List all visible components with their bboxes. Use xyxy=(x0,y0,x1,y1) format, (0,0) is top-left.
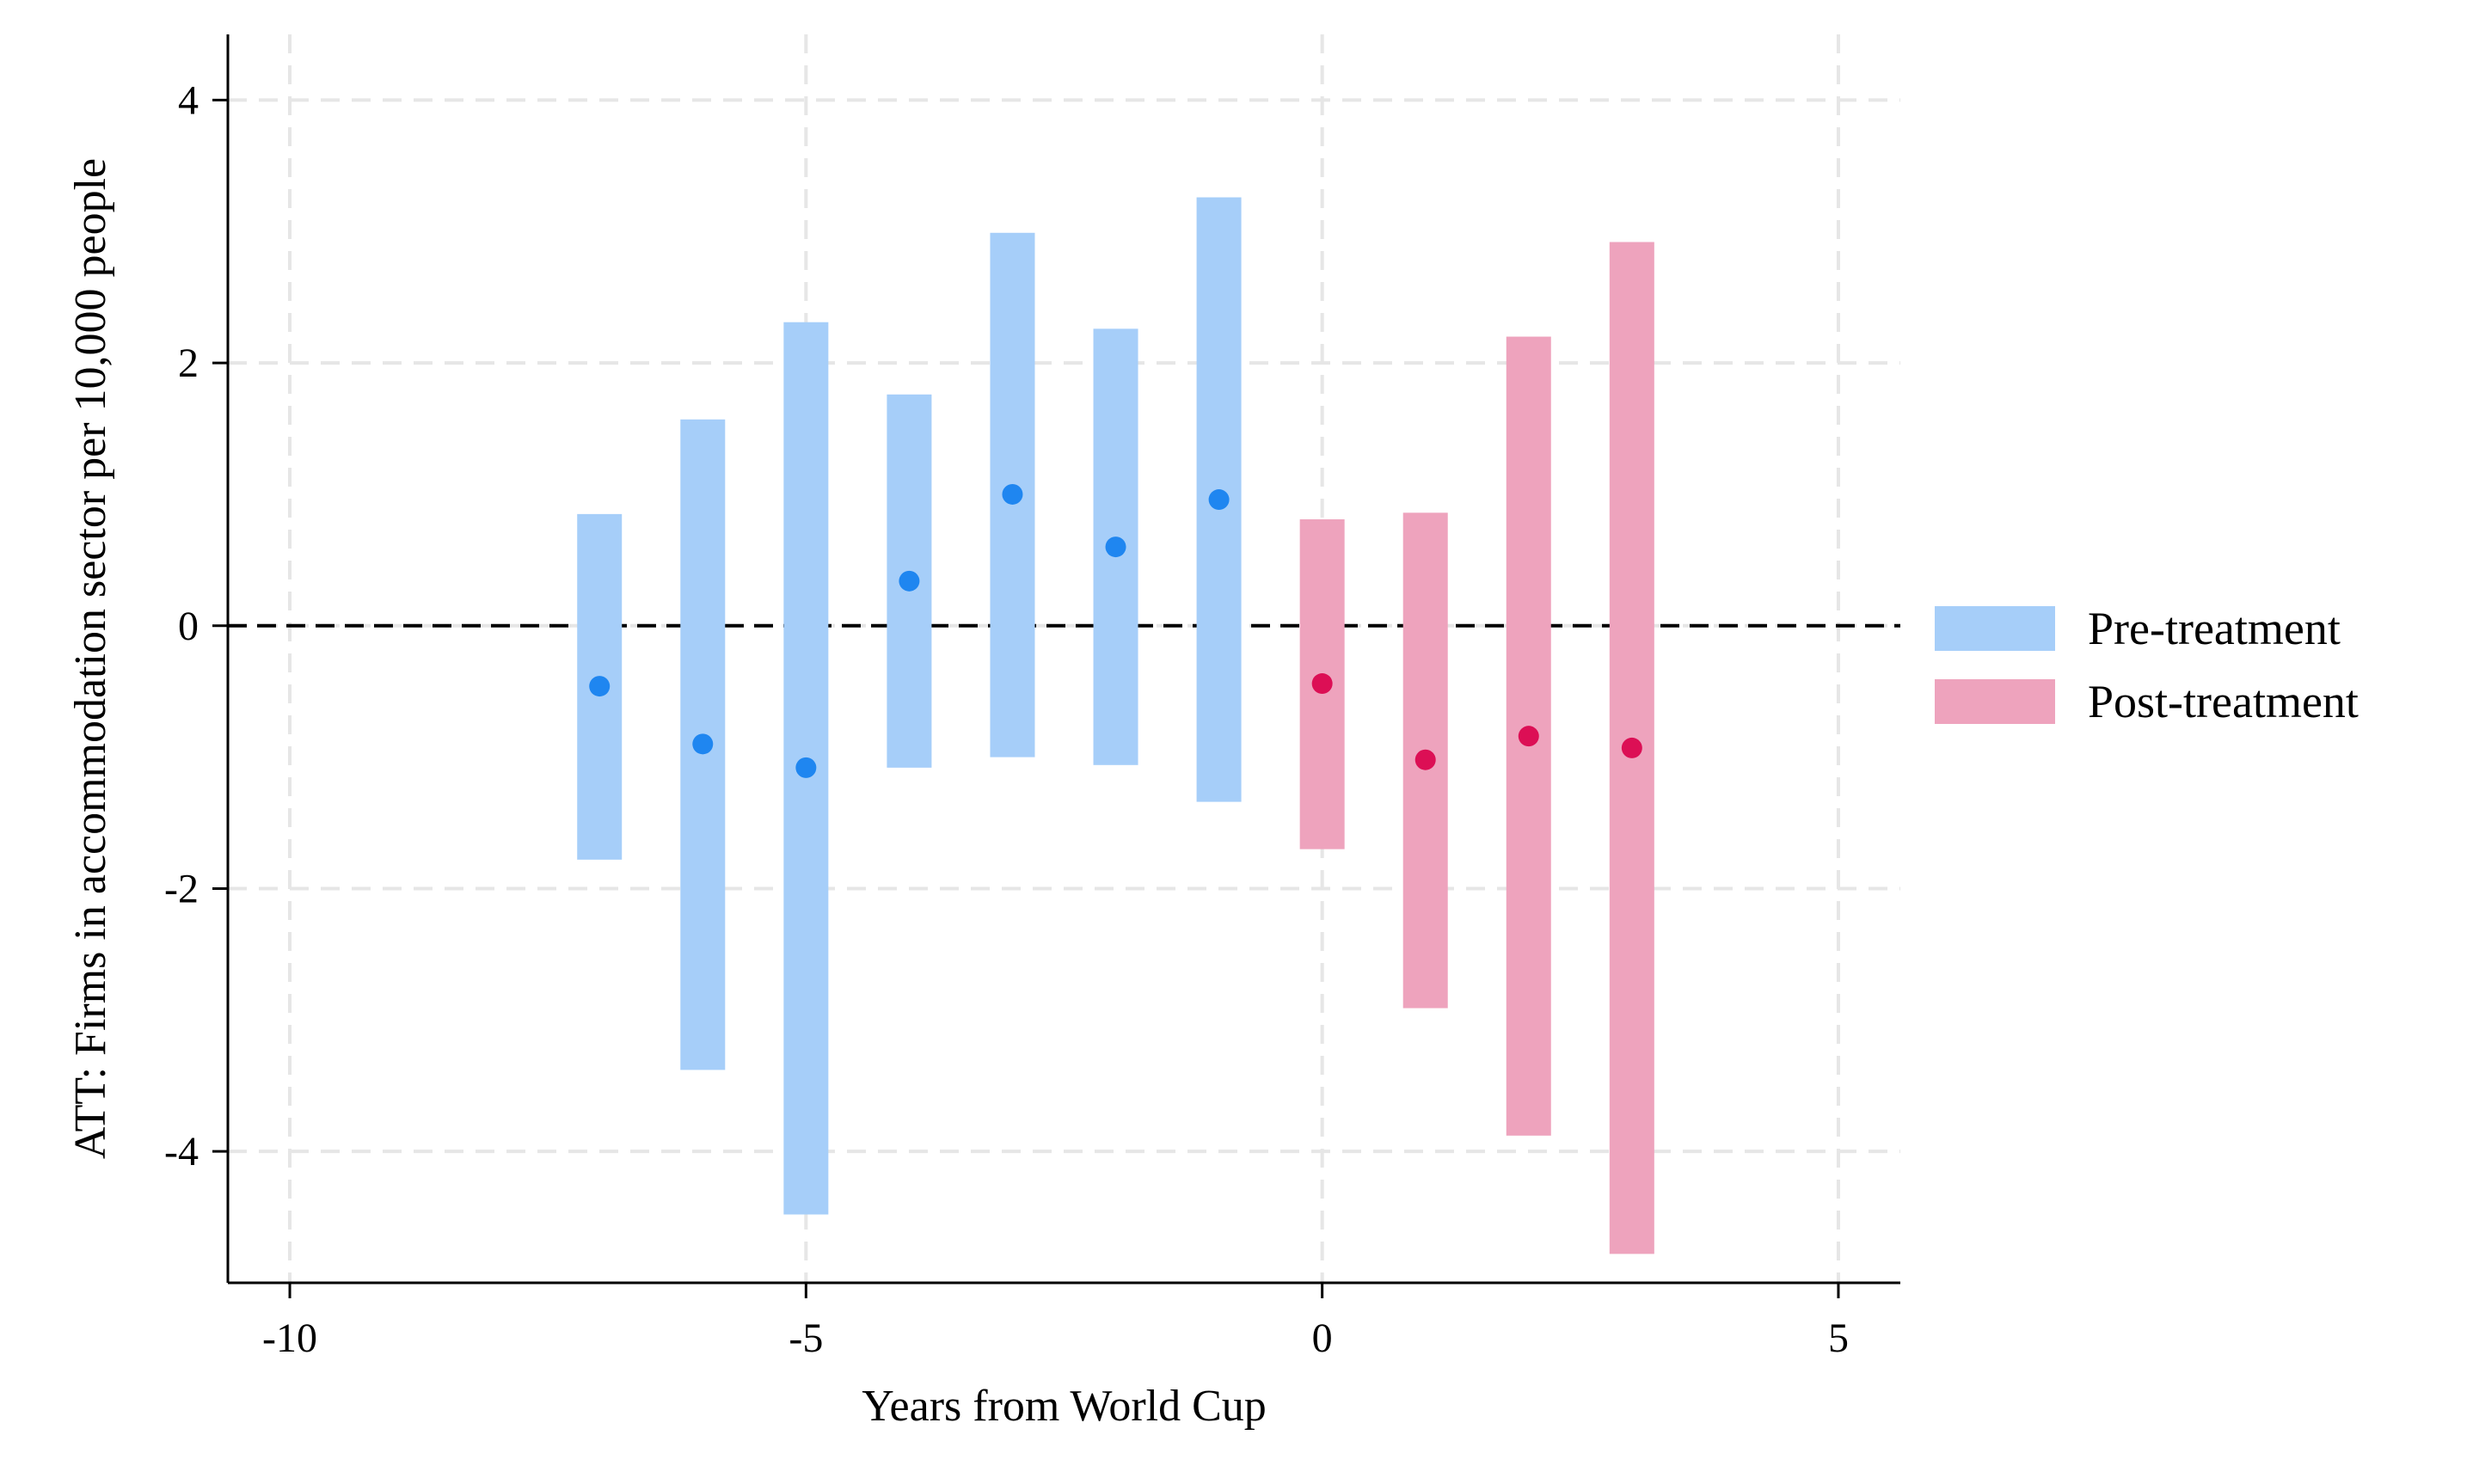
y-tick-label: 0 xyxy=(178,604,199,649)
y-tick-label: -4 xyxy=(164,1129,199,1174)
confidence-interval-bars xyxy=(577,197,1654,1254)
y-tick-label: 2 xyxy=(178,340,199,386)
x-tick-label: -5 xyxy=(789,1315,823,1361)
y-tick-label: 4 xyxy=(178,77,199,123)
point-estimate-pre-1 xyxy=(692,733,714,755)
x-tick-label: 0 xyxy=(1312,1315,1333,1361)
point-estimate-pre-2 xyxy=(795,757,817,778)
point-estimate-post-0 xyxy=(1311,673,1333,695)
axes: 4 2 0 -2 -4 -10 -5 0 5 Years from World Cup ATT: F… xyxy=(66,34,1900,1431)
x-tick-label: -10 xyxy=(262,1315,317,1361)
point-estimate-pre-3 xyxy=(899,570,920,592)
legend-swatch-pre xyxy=(1935,606,2055,651)
x-axis-title: Years from World Cup xyxy=(862,1382,1267,1431)
legend-label-pre: Pre-treatment xyxy=(2088,603,2341,654)
legend: Pre-treatment Post-treatment xyxy=(1935,603,2359,727)
x-tick-label: 5 xyxy=(1828,1315,1849,1361)
y-tick-label: -2 xyxy=(164,866,199,911)
point-estimate-pre-0 xyxy=(589,676,611,697)
y-axis-title: ATT: Firms in accommodation sector per 1… xyxy=(66,158,115,1159)
point-estimate-post-3 xyxy=(1621,737,1642,758)
point-estimates xyxy=(589,483,1642,778)
legend-swatch-post xyxy=(1935,679,2055,724)
point-estimate-pre-4 xyxy=(1002,483,1023,505)
point-estimate-post-1 xyxy=(1414,749,1436,770)
legend-label-post: Post-treatment xyxy=(2088,676,2359,727)
point-estimate-post-2 xyxy=(1518,726,1539,747)
point-estimate-pre-5 xyxy=(1105,537,1126,558)
point-estimate-pre-6 xyxy=(1208,489,1230,511)
